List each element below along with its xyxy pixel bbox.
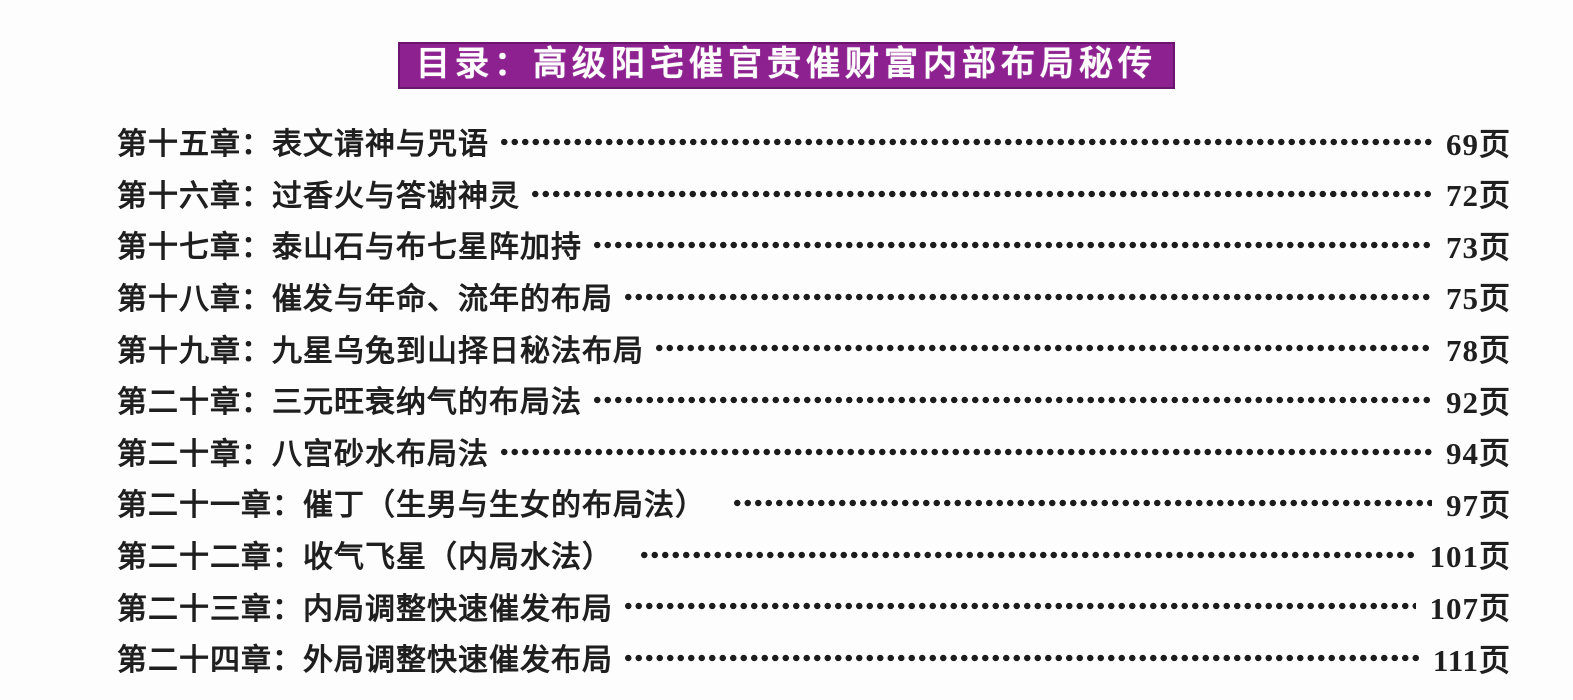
dot-leader (497, 424, 1432, 477)
page-number: 72页 (1446, 178, 1511, 214)
page-number: 78页 (1446, 333, 1511, 369)
dot-leader (621, 579, 1416, 632)
toc-entry: 第二十二章：收气飞星（内局水法） 101页 (117, 528, 1511, 580)
dot-leader (590, 218, 1432, 271)
toc-entry: 第二十章：八宫砂水布局法 94页 (117, 424, 1511, 477)
dot-leader (652, 321, 1432, 374)
dot-leader (590, 373, 1432, 425)
page-number: 73页 (1446, 229, 1511, 265)
page-number: 94页 (1446, 436, 1511, 472)
page-number: 69页 (1446, 126, 1511, 162)
dot-leader (637, 528, 1416, 580)
toc-entry: 第二十章：三元旺衰纳气的布局法 92页 (117, 373, 1511, 425)
page-number: 111页 (1432, 642, 1511, 678)
page-title: 目录：高级阳宅催官贵催财富内部布局秘传 (398, 42, 1175, 90)
chapter-title: 第二十章：八宫砂水布局法 (117, 437, 489, 471)
toc-entry: 第十五章：表文请神与咒语 69页 (117, 115, 1511, 167)
dot-leader (621, 270, 1432, 322)
dot-leader (730, 476, 1432, 529)
toc-entry: 第十七章：泰山石与布七星阵加持 73页 (117, 218, 1511, 271)
page-number: 97页 (1446, 487, 1511, 523)
chapter-title: 第二十二章：收气飞星（内局水法） (117, 540, 629, 574)
chapter-title: 第十七章：泰山石与布七星阵加持 (117, 231, 582, 265)
toc-entry: 第十九章：九星乌兔到山择日秘法布局 78页 (117, 321, 1511, 374)
toc-entry: 第二十一章：催丁（生男与生女的布局法） 97页 (117, 476, 1511, 529)
toc-entry: 第二十四章：外局调整快速催发布局 111页 (117, 631, 1511, 683)
document-header: 目录：高级阳宅催官贵催财富内部布局秘传 (0, 42, 1573, 90)
chapter-title: 第十八章：催发与年命、流年的布局 (117, 282, 613, 316)
chapter-title: 第二十三章：内局调整快速催发布局 (117, 592, 613, 626)
page-number: 92页 (1446, 384, 1511, 420)
chapter-title: 第二十章：三元旺衰纳气的布局法 (117, 386, 582, 420)
toc-entry: 第十八章：催发与年命、流年的布局 75页 (117, 270, 1511, 322)
dot-leader (497, 115, 1432, 167)
toc-entry: 第二十三章：内局调整快速催发布局 107页 (117, 579, 1511, 632)
page-number: 75页 (1446, 281, 1511, 317)
toc-entry: 第十六章：过香火与答谢神灵 72页 (117, 166, 1511, 219)
chapter-title: 第十六章：过香火与答谢神灵 (117, 179, 520, 213)
chapter-title: 第二十四章：外局调整快速催发布局 (117, 644, 613, 678)
chapter-title: 第十五章：表文请神与咒语 (117, 128, 489, 162)
page-number: 107页 (1429, 591, 1511, 627)
dot-leader (528, 166, 1432, 219)
chapter-title: 第十九章：九星乌兔到山择日秘法布局 (117, 334, 644, 368)
chapter-title: 第二十一章：催丁（生男与生女的布局法） (117, 489, 722, 523)
toc-list: 第十五章：表文请神与咒语 69页 第十六章：过香火与答谢神灵 72页 第十七章：… (117, 115, 1511, 683)
dot-leader (621, 631, 1419, 683)
page-number: 101页 (1429, 539, 1511, 575)
